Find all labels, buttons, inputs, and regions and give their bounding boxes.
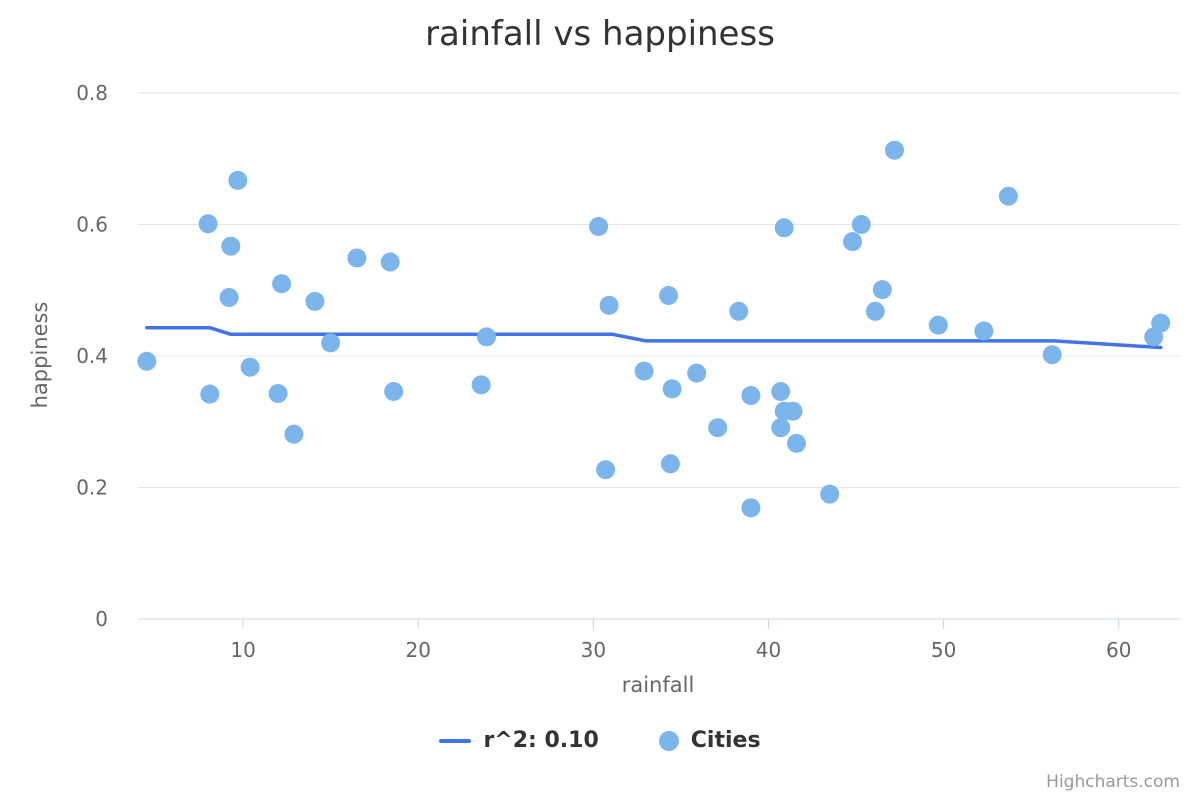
legend-item-regression[interactable]: r^2: 0.10 [439, 728, 599, 753]
x-tick-label: 20 [405, 638, 430, 662]
city-data-point[interactable] [851, 215, 871, 234]
city-data-point[interactable] [198, 214, 218, 234]
x-tick-label: 60 [1106, 638, 1131, 662]
city-data-point[interactable] [589, 217, 609, 236]
city-data-point[interactable] [974, 321, 994, 341]
city-data-point[interactable] [771, 382, 791, 401]
city-data-point[interactable] [687, 363, 707, 383]
city-data-point[interactable] [865, 301, 885, 321]
city-data-point[interactable] [380, 252, 400, 272]
x-tick-label: 10 [230, 638, 255, 662]
city-data-point[interactable] [200, 384, 220, 404]
city-data-point[interactable] [284, 424, 304, 444]
city-data-point[interactable] [321, 333, 341, 353]
x-axis-title: rainfall [622, 673, 695, 697]
city-data-point[interactable] [741, 386, 761, 405]
x-tick-label: 30 [581, 638, 606, 662]
city-data-point[interactable] [228, 170, 248, 190]
city-data-point[interactable] [219, 288, 239, 307]
x-tick-label: 40 [756, 638, 781, 662]
regression-line[interactable] [145, 325, 1163, 350]
city-data-point[interactable] [596, 460, 616, 480]
city-data-point[interactable] [729, 301, 749, 321]
city-data-point[interactable] [928, 315, 948, 335]
city-data-point[interactable] [659, 286, 679, 305]
city-data-point[interactable] [240, 357, 260, 377]
city-data-point[interactable] [885, 140, 904, 160]
legend-dot-icon [658, 730, 679, 751]
series-layer [137, 140, 1171, 518]
y-tick-label: 0.4 [76, 344, 108, 368]
city-data-point[interactable] [272, 274, 292, 294]
credits-link[interactable]: Highcharts.com [1046, 772, 1180, 792]
city-data-point[interactable] [471, 375, 491, 395]
city-data-point[interactable] [221, 236, 241, 256]
city-data-point[interactable] [347, 248, 367, 268]
city-data-point[interactable] [634, 361, 654, 381]
city-data-point[interactable] [820, 484, 840, 504]
grid-layer [138, 92, 1180, 488]
city-data-point[interactable] [384, 382, 404, 401]
city-data-point[interactable] [774, 218, 794, 238]
legend-line-icon [439, 738, 472, 743]
city-data-point[interactable] [741, 498, 761, 518]
city-data-point[interactable] [137, 351, 157, 371]
y-tick-label: 0.2 [76, 476, 108, 500]
city-data-point[interactable] [1042, 345, 1062, 365]
city-data-point[interactable] [662, 379, 682, 399]
city-data-point[interactable] [771, 418, 791, 438]
city-data-point[interactable] [599, 295, 619, 315]
city-data-point[interactable] [1151, 313, 1171, 333]
y-tick-label: 0 [95, 607, 108, 631]
x-tick-label: 50 [931, 638, 956, 662]
legend: r^2: 0.10 Cities [0, 728, 1200, 753]
city-data-point[interactable] [843, 232, 862, 252]
city-data-point[interactable] [708, 418, 728, 438]
city-data-point[interactable] [998, 186, 1018, 206]
legend-label-regression: r^2: 0.10 [483, 728, 599, 753]
legend-item-cities[interactable]: Cities [658, 728, 761, 753]
y-axis-title: happiness [28, 302, 52, 409]
city-data-point[interactable] [787, 433, 806, 453]
y-tick-label: 0.8 [76, 81, 108, 105]
axis-layer: 0 0.2 0.4 0.6 0.8 10 20 30 40 50 60 [76, 81, 1180, 662]
city-data-point[interactable] [783, 401, 803, 421]
y-tick-label: 0.6 [76, 213, 108, 237]
city-data-point[interactable] [305, 291, 325, 311]
legend-label-cities: Cities [690, 728, 761, 753]
chart-title: rainfall vs happiness [425, 14, 775, 54]
city-data-point[interactable] [660, 454, 680, 474]
city-data-point[interactable] [477, 327, 496, 347]
city-data-point[interactable] [268, 384, 288, 403]
city-data-point[interactable] [872, 280, 892, 300]
